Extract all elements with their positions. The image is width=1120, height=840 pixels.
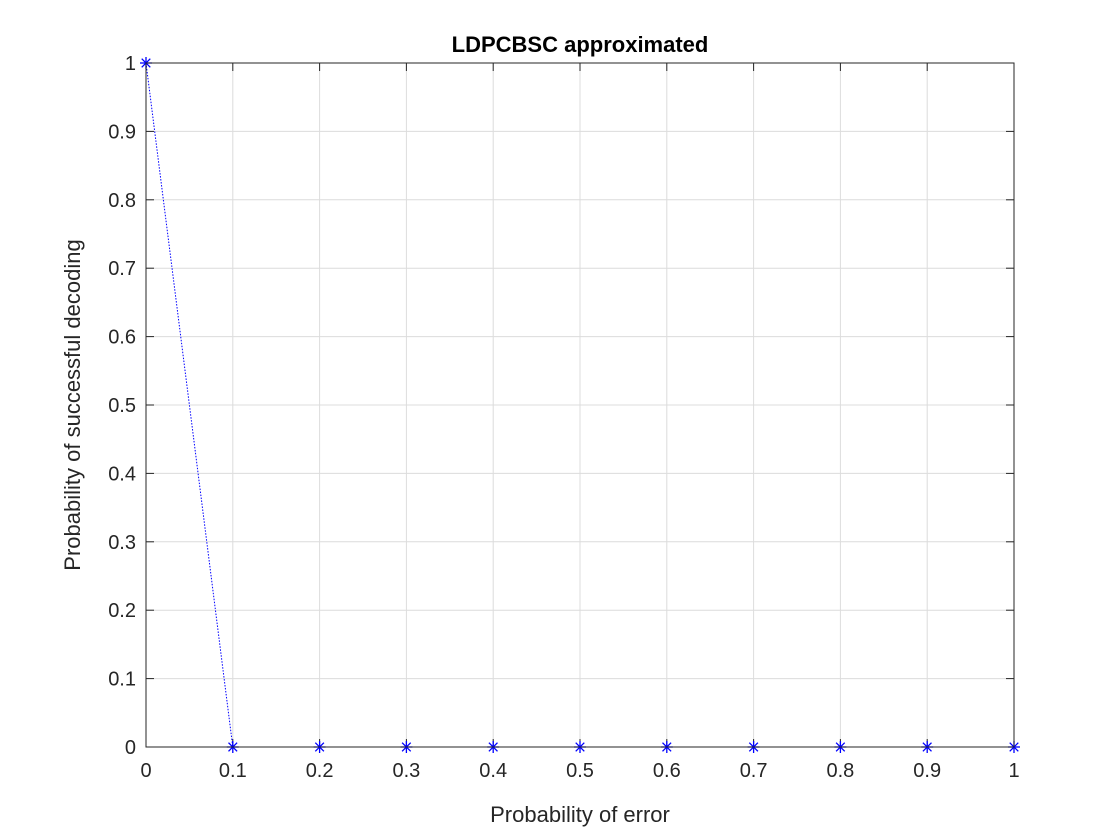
y-tick-label: 0 xyxy=(125,737,136,759)
y-tick-label: 0.6 xyxy=(108,327,136,349)
y-tick-label: 0.8 xyxy=(108,190,136,212)
x-tick-label: 0.6 xyxy=(653,760,681,782)
y-tick-label: 0.5 xyxy=(108,395,136,417)
x-tick-label: 0.3 xyxy=(392,760,420,782)
x-tick-label: 0 xyxy=(140,760,151,782)
x-axis-label: Probability of error xyxy=(490,802,670,827)
y-tick-label: 0.9 xyxy=(108,121,136,143)
x-tick-label: 0.1 xyxy=(219,760,247,782)
y-tick-label: 0.1 xyxy=(108,669,136,691)
y-tick-label: 1 xyxy=(125,53,136,75)
x-tick-label: 1 xyxy=(1008,760,1019,782)
y-tick-label: 0.4 xyxy=(108,463,136,485)
y-tick-label: 0.3 xyxy=(108,532,136,554)
x-tick-labels: 0 0.1 0.2 0.3 0.4 0.5 0.6 0.7 0.8 0.9 1 xyxy=(140,760,1019,782)
plot-frame xyxy=(145,62,1015,748)
x-tick-label: 0.8 xyxy=(826,760,854,782)
y-tick-labels: 0 0.1 0.2 0.3 0.4 0.5 0.6 0.7 0.8 0.9 1 xyxy=(108,53,136,759)
x-tick-label: 0.2 xyxy=(306,760,334,782)
x-tick-label: 0.9 xyxy=(913,760,941,782)
y-tick-label: 0.7 xyxy=(108,258,136,280)
x-tick-label: 0.5 xyxy=(566,760,594,782)
x-tick-label: 0.4 xyxy=(479,760,507,782)
y-axis-label: Probability of successful decoding xyxy=(60,239,85,570)
y-tick-label: 0.2 xyxy=(108,600,136,622)
chart-title: LDPCBSC approximated xyxy=(452,32,709,57)
x-tick-label: 0.7 xyxy=(740,760,768,782)
